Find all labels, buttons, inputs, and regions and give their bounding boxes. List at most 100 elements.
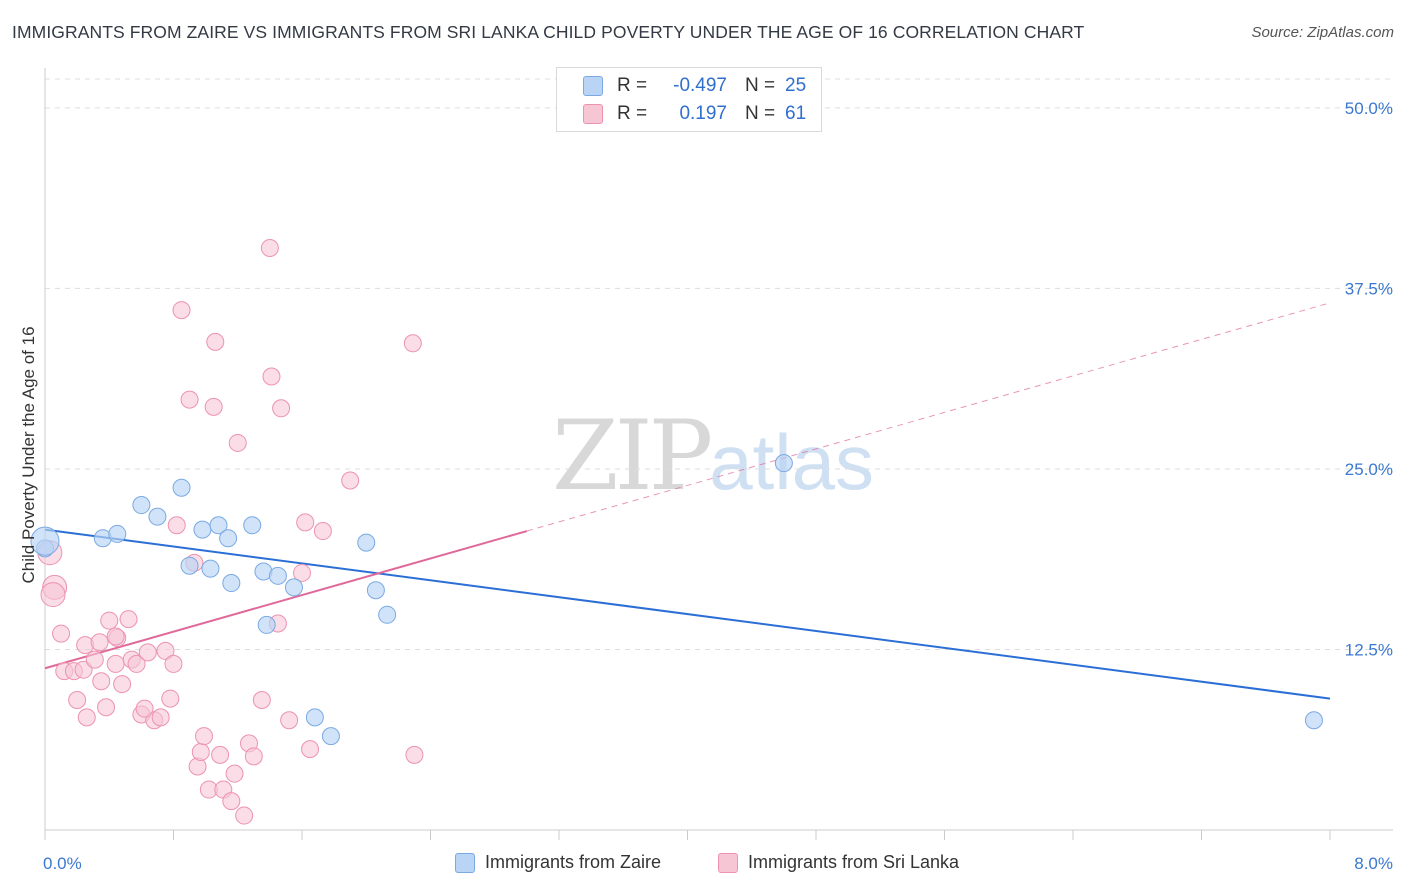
srilanka-point (272, 399, 291, 418)
srilanka-point (260, 238, 279, 257)
zaire-point (321, 727, 340, 746)
zaire-point (222, 574, 241, 593)
srilanka-point (138, 643, 157, 662)
r-label: R = (617, 103, 648, 124)
srilanka-point (156, 641, 175, 660)
srilanka-point (252, 691, 271, 710)
srilanka-point (161, 689, 180, 708)
srilanka-point (228, 433, 247, 452)
n-label: N = (745, 103, 776, 124)
srilanka-point (74, 660, 93, 679)
zaire-point (219, 529, 238, 548)
stats-row-srilanka: R = 0.197 N = 61 (583, 101, 815, 127)
srilanka-point (92, 672, 111, 691)
legend-item-zaire[interactable]: Immigrants from Zaire (455, 852, 661, 873)
zaire-point (305, 708, 324, 727)
srilanka-point (222, 792, 241, 811)
srilanka-point (341, 471, 360, 490)
zaire-point (132, 496, 151, 515)
zaire-point (180, 556, 199, 575)
y-tick-label: 37.5% (1345, 279, 1393, 298)
trend-lines (44, 302, 1331, 700)
stats-legend: R = -0.497 N = 25 R = 0.197 N = 61 (556, 67, 822, 132)
axes (44, 68, 1393, 840)
srilanka-point (405, 745, 424, 764)
zaire-point (268, 566, 287, 585)
grid-lines (45, 78, 1393, 650)
zaire-point (193, 520, 212, 539)
zaire-point (284, 578, 303, 597)
srilanka-point (293, 563, 311, 582)
srilanka-point (127, 654, 146, 673)
srilanka-point (77, 708, 96, 727)
r-value: -0.497 (673, 75, 727, 96)
srilanka-point (167, 516, 186, 535)
srilanka-point (135, 699, 154, 718)
tick-labels: 12.5% 25.0% 37.5% 50.0% 0.0% 8.0% (43, 99, 1393, 873)
zaire-point (201, 559, 220, 578)
srilanka-legend-swatch (718, 852, 738, 873)
zaire-point (257, 615, 276, 634)
srilanka-point (100, 611, 119, 630)
n-value: 61 (785, 103, 807, 124)
srilanka-point (301, 740, 320, 759)
zaire-point (366, 581, 385, 600)
source-label: Source: ZipAtlas.com (1251, 24, 1394, 41)
srilanka-point (106, 627, 125, 646)
srilanka-point (68, 691, 87, 710)
srilanka-point (244, 747, 263, 766)
srilanka-point (172, 301, 191, 320)
zaire-legend-swatch (455, 852, 475, 873)
srilanka-point (195, 727, 214, 746)
stats-row-zaire: R = -0.497 N = 25 (583, 73, 815, 99)
y-tick-label: 50.0% (1345, 99, 1393, 118)
zaire-point (148, 507, 167, 526)
n-value: 25 (785, 75, 807, 96)
srilanka-point (97, 698, 116, 717)
zaire-point (378, 605, 397, 624)
srilanka-point (85, 650, 104, 669)
y-tick-label: 12.5% (1345, 640, 1393, 659)
zaire-point (172, 478, 191, 497)
srilanka-point (119, 610, 138, 629)
watermark: ZIPatlas (552, 400, 874, 512)
watermark-zip: ZIP (552, 400, 713, 512)
srilanka-point (164, 654, 183, 673)
zaire-point (108, 524, 127, 543)
zaire-swatch (583, 76, 603, 96)
zaire-point (30, 526, 60, 556)
zaire-point (243, 516, 262, 535)
r-label: R = (617, 75, 648, 96)
srilanka-swatch (583, 104, 603, 124)
legend-item-srilanka[interactable]: Immigrants from Sri Lanka (718, 852, 959, 873)
srilanka-point (262, 367, 281, 386)
r-value: 0.197 (679, 103, 727, 124)
y-axis-label: Child Poverty Under the Age of 16 (19, 326, 38, 583)
x-tick-label-right: 8.0% (1354, 854, 1393, 873)
zaire-point (774, 454, 793, 473)
srilanka-point (180, 390, 199, 409)
srilanka-point (191, 743, 210, 762)
srilanka-point (280, 711, 299, 730)
srilanka-point (151, 708, 170, 727)
srilanka-point (235, 806, 254, 825)
chart-title: IMMIGRANTS FROM ZAIRE VS IMMIGRANTS FROM… (12, 22, 1085, 42)
x-tick-label-left: 0.0% (43, 854, 82, 873)
zaire-legend-label: Immigrants from Zaire (485, 852, 662, 872)
srilanka-point (113, 675, 132, 694)
srilanka-point (403, 334, 422, 353)
y-tick-label: 25.0% (1345, 460, 1393, 479)
zaire-points (30, 454, 1323, 746)
srilanka-point (52, 624, 71, 643)
n-label: N = (745, 75, 776, 96)
zaire-point (209, 516, 228, 535)
zaire-trend-line (44, 528, 1331, 700)
srilanka-point (211, 745, 230, 764)
zaire-point (1304, 711, 1323, 730)
srilanka-point (225, 764, 244, 783)
srilanka-point (40, 582, 66, 608)
zaire-point (357, 533, 376, 552)
srilanka-trend-line (44, 530, 528, 670)
srilanka-point (204, 397, 223, 416)
